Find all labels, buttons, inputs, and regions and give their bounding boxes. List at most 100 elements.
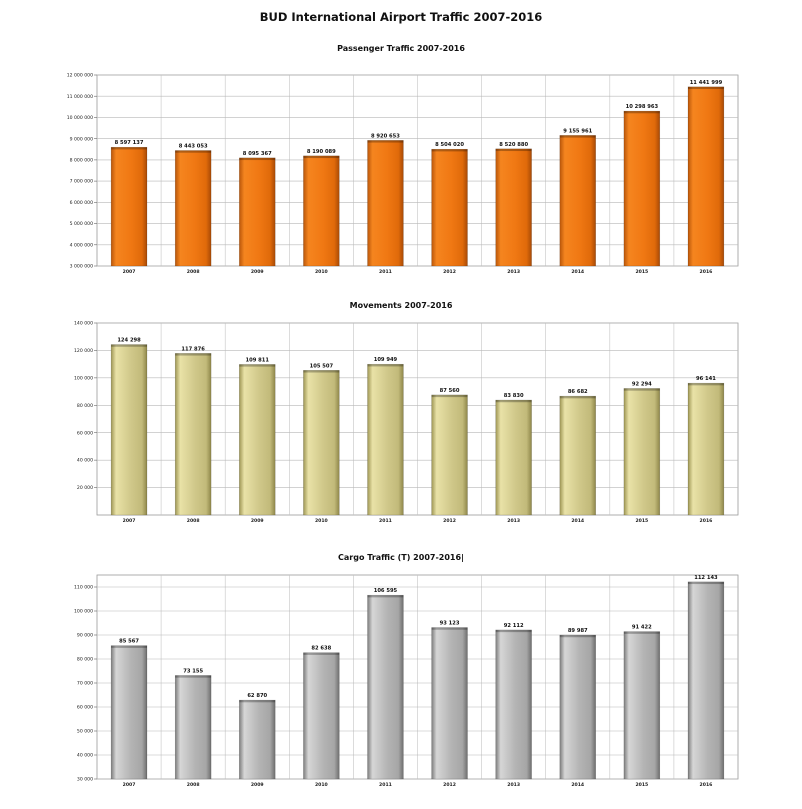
movements-bar — [174, 353, 212, 516]
movements-y-tick-label: 140 000 — [74, 321, 93, 327]
passenger-bar — [303, 155, 340, 267]
cargo-data-label: 82 638 — [311, 646, 331, 652]
cargo-bar — [687, 581, 725, 780]
movements-x-tick-label: 2013 — [507, 518, 520, 524]
passenger-data-label: 11 441 999 — [690, 80, 723, 86]
page-title: BUD International Airport Traffic 2007-2… — [259, 10, 543, 24]
cargo-bar — [174, 675, 212, 780]
movements-bar-cap — [367, 364, 404, 367]
movements-x-tick-label: 2012 — [443, 518, 456, 524]
passenger-x-tick-label: 2008 — [187, 269, 200, 275]
passenger-bar-cap — [175, 150, 212, 153]
movements-y-tick-label: 60 000 — [77, 430, 93, 436]
movements-data-label: 124 298 — [117, 338, 141, 344]
cargo-data-label: 112 143 — [694, 575, 718, 581]
passenger-data-label: 8 190 089 — [307, 149, 336, 155]
cargo-y-tick-label: 110 000 — [74, 585, 93, 591]
movements-x-tick-label: 2014 — [571, 518, 584, 524]
movements-x-tick-label: 2015 — [635, 518, 648, 524]
passenger-y-tick-label: 4 000 000 — [70, 242, 93, 248]
passenger-bar — [495, 148, 532, 267]
cargo-y-tick-label: 100 000 — [74, 609, 93, 615]
movements-y-tick-label: 40 000 — [77, 458, 93, 464]
cargo-data-label: 93 123 — [440, 621, 460, 627]
cargo-bar — [559, 634, 596, 780]
passenger-bar — [559, 135, 596, 267]
movements-y-tick-label: 80 000 — [77, 403, 93, 409]
passenger-y-tick-label: 12 000 000 — [67, 73, 93, 79]
passenger-bar-cap — [623, 111, 660, 114]
passenger-bar — [174, 150, 212, 267]
movements-x-tick-label: 2009 — [251, 518, 264, 524]
movements-bar-cap — [431, 394, 468, 398]
movements-x-tick-label: 2007 — [123, 518, 136, 524]
cargo-bar-cap — [623, 631, 660, 634]
passenger-bar-cap — [367, 140, 404, 143]
movements-data-label: 105 507 — [310, 363, 334, 369]
cargo-bar-cap — [559, 635, 596, 638]
cargo-data-label: 92 112 — [504, 623, 524, 629]
movements-data-label: 83 830 — [504, 393, 524, 399]
movements-bar — [431, 394, 468, 516]
movements-bar — [110, 344, 148, 516]
cargo-y-tick-label: 80 000 — [77, 657, 93, 663]
movements-data-label: 92 294 — [632, 381, 652, 387]
movements-data-label: 109 811 — [246, 357, 270, 363]
cargo-y-tick-label: 70 000 — [77, 681, 93, 687]
passenger-y-tick-label: 5 000 000 — [70, 221, 93, 227]
movements-data-label: 87 560 — [440, 388, 460, 394]
movements-data-label: 86 682 — [568, 389, 588, 395]
passenger-data-label: 8 597 137 — [115, 140, 144, 146]
movements-x-tick-label: 2010 — [315, 518, 328, 524]
cargo-bar — [110, 645, 148, 780]
passenger-y-tick-label: 8 000 000 — [70, 157, 93, 163]
cargo-y-tick-label: 30 000 — [77, 777, 93, 783]
movements-bar-cap — [495, 400, 532, 403]
cargo-bar-cap — [688, 581, 724, 585]
cargo-x-tick-label: 2012 — [443, 782, 456, 788]
movements-data-label: 109 949 — [374, 357, 398, 363]
cargo-y-tick-label: 60 000 — [77, 705, 93, 711]
passenger-bar — [687, 86, 725, 267]
passenger-bar-cap — [431, 149, 468, 152]
passenger-bar-cap — [303, 155, 340, 159]
passenger-y-tick-label: 3 000 000 — [70, 264, 93, 270]
passenger-data-label: 8 504 020 — [435, 142, 464, 148]
cargo-y-tick-label: 50 000 — [77, 729, 93, 735]
passenger-data-label: 9 155 961 — [563, 128, 592, 134]
passenger-data-label: 10 298 963 — [626, 104, 659, 110]
movements-bar — [495, 399, 532, 516]
cargo-x-tick-label: 2015 — [635, 782, 648, 788]
passenger-x-tick-label: 2015 — [635, 269, 648, 275]
passenger-bar — [239, 157, 276, 267]
movements-x-tick-label: 2016 — [700, 518, 713, 524]
cargo-x-tick-label: 2010 — [315, 782, 328, 788]
chart-title-movements: Movements 2007-2016 — [349, 301, 453, 310]
movements-data-label: 117 876 — [181, 346, 205, 352]
passenger-data-label: 8 920 653 — [371, 133, 400, 139]
passenger-x-tick-label: 2009 — [251, 269, 264, 275]
cargo-x-tick-label: 2011 — [379, 782, 392, 788]
cargo-x-tick-label: 2007 — [123, 782, 136, 788]
chart-title-passenger: Passenger Traffic 2007-2016 — [337, 44, 465, 53]
cargo-bar — [367, 594, 404, 780]
cargo-bar-cap — [239, 700, 276, 703]
passenger-bar — [367, 140, 404, 267]
movements-bar-cap — [303, 370, 340, 373]
passenger-x-tick-label: 2016 — [700, 269, 713, 275]
cargo-bar — [431, 627, 468, 780]
cargo-y-tick-label: 90 000 — [77, 633, 93, 639]
passenger-y-tick-label: 7 000 000 — [70, 179, 93, 185]
movements-bar — [687, 382, 725, 516]
cargo-bar-cap — [495, 629, 532, 633]
cargo-bar-cap — [175, 675, 212, 678]
movements-bar — [367, 363, 404, 516]
passenger-bar-cap — [111, 147, 147, 150]
passenger-y-tick-label: 11 000 000 — [67, 94, 93, 100]
cargo-bar-cap — [303, 652, 340, 655]
passenger-data-label: 8 095 367 — [243, 151, 272, 157]
movements-x-tick-label: 2011 — [379, 518, 392, 524]
cargo-data-label: 62 870 — [247, 693, 267, 699]
cargo-x-tick-label: 2016 — [700, 782, 713, 788]
movements-bar — [303, 370, 340, 516]
